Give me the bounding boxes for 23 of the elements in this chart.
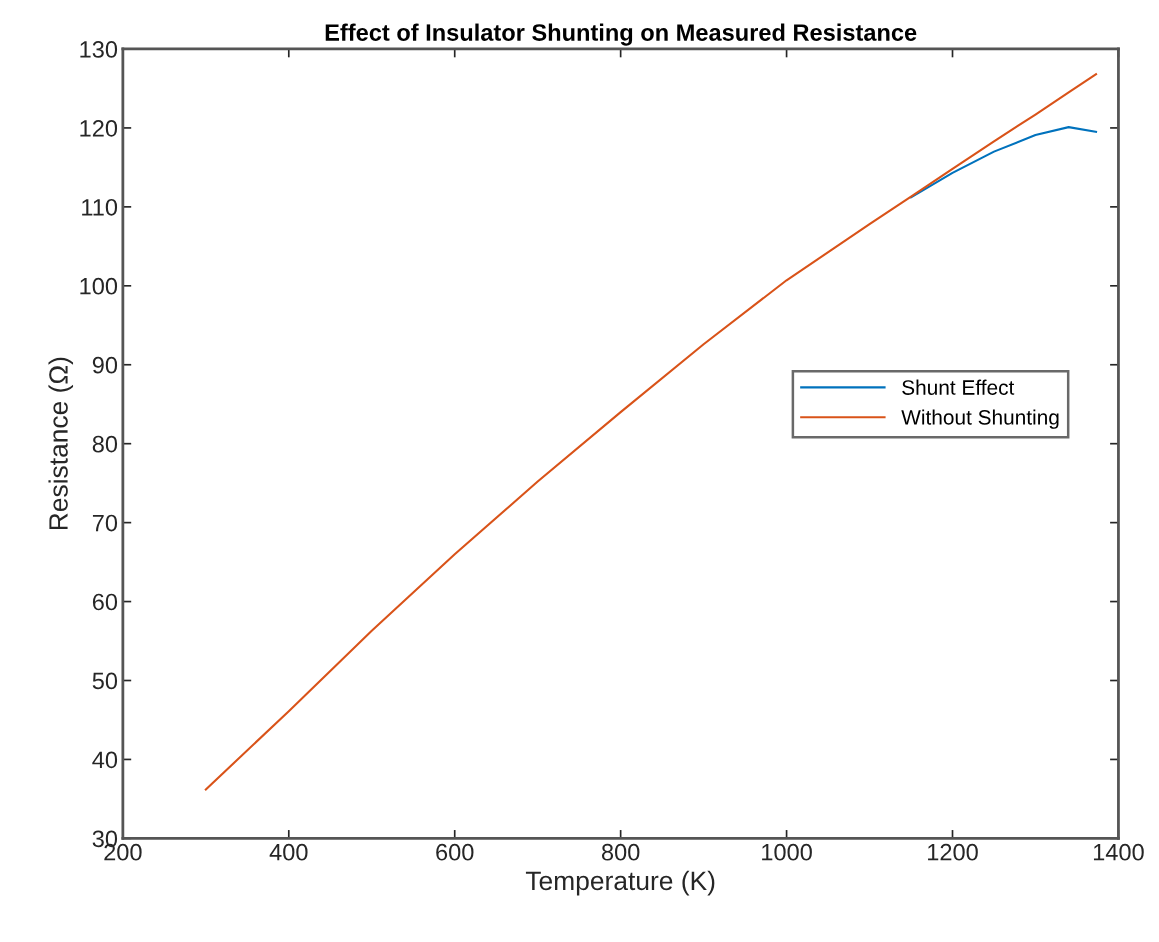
y-tick-label: 90 (92, 356, 118, 374)
line-series (909, 126, 1098, 199)
x-tick-label: 800 (601, 843, 640, 861)
x-tick-label: 1200 (928, 843, 978, 861)
x-tick-label: 600 (436, 843, 474, 861)
legend-label: Without Shunting (901, 409, 1059, 429)
y-tick-label: 60 (92, 593, 118, 611)
legend-label: Shunt Effect (902, 379, 1015, 395)
y-tick-label: 40 (92, 751, 118, 769)
y-tick-label: 50 (92, 672, 118, 690)
y-axis-title: Resistance (Ω) (48, 357, 74, 530)
y-tick-label: 130 (80, 41, 118, 58)
y-tick-label: 120 (80, 119, 118, 137)
x-tick-label: 400 (269, 843, 308, 861)
x-axis-title: Temperature (K) (525, 870, 715, 896)
x-tick-label: 1400 (1093, 843, 1144, 861)
y-tick-label: 70 (92, 514, 118, 532)
y-tick-label: 110 (82, 198, 118, 216)
x-tick-label: 1000 (762, 843, 812, 861)
y-tick-label: 80 (92, 435, 118, 453)
chart-title: Effect of Insulator Shunting on Measured Resistance (325, 23, 917, 46)
line-series (204, 73, 1098, 791)
y-tick-label: 100 (80, 277, 118, 295)
